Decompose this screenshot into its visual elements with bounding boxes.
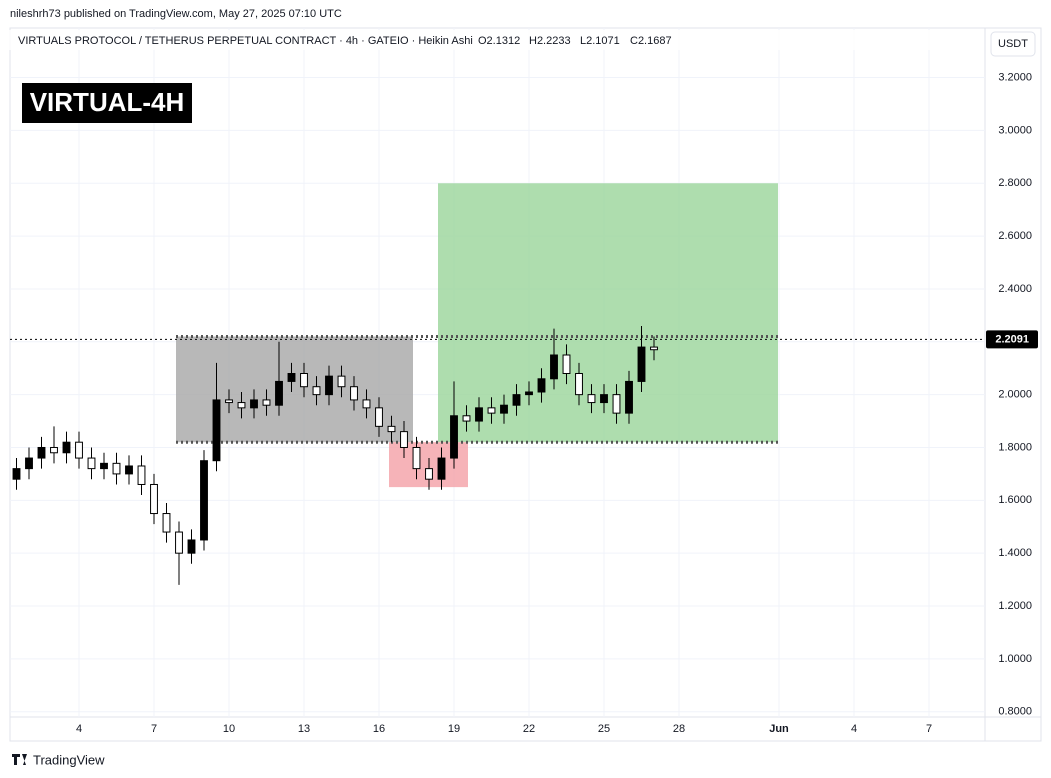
legend-bg <box>0 30 984 50</box>
candle-body <box>400 431 408 448</box>
candle-body <box>487 407 496 414</box>
footer: TradingView <box>33 752 105 767</box>
candle-body <box>112 462 121 475</box>
y-tick-label: 2.4000 <box>998 283 1032 295</box>
x-tick-label: 13 <box>298 723 310 735</box>
candle-body <box>625 380 633 414</box>
candle-body <box>637 346 646 382</box>
candle-body <box>387 425 396 433</box>
candle-body <box>12 468 21 480</box>
candle-body <box>75 441 83 459</box>
candle-body <box>37 446 46 459</box>
candle-body <box>425 468 433 480</box>
candle-body <box>250 399 258 409</box>
candle-body <box>575 373 583 396</box>
y-tick-label: 1.6000 <box>998 494 1032 506</box>
candle-body <box>175 531 183 554</box>
candle-body <box>362 399 371 409</box>
candle-body <box>462 415 471 422</box>
candle-body <box>125 465 133 475</box>
symbol-info: VIRTUALS PROTOCOL / TETHERUS PERPETUAL C… <box>18 35 473 47</box>
x-tick-label: 10 <box>223 723 235 735</box>
candle-body <box>50 446 58 454</box>
candle-body <box>287 373 296 382</box>
chart-frame <box>9 27 1042 742</box>
candle-body <box>512 394 521 406</box>
badge: VIRTUAL-4H <box>30 87 185 117</box>
y-tick-label: 2.0000 <box>998 389 1032 401</box>
ohlc-high: H2.2233 <box>529 35 571 47</box>
candle-body <box>25 457 33 470</box>
candle-body <box>312 386 321 396</box>
y-tick-label: 2.6000 <box>998 230 1032 242</box>
last-price-tag <box>986 330 1038 349</box>
y-tick-label: 1.2000 <box>998 600 1032 612</box>
candle-body <box>337 375 346 388</box>
tv-logo <box>12 754 27 765</box>
ohlc-low: L2.1071 <box>580 35 620 47</box>
y-tick-label: 3.2000 <box>998 71 1032 83</box>
candle-body <box>550 354 558 380</box>
candle-body <box>600 394 608 404</box>
badge-bg <box>22 83 192 123</box>
candle-body <box>562 354 571 374</box>
candle-body <box>137 465 146 485</box>
x-tick-label: 16 <box>373 723 385 735</box>
candle-body <box>237 402 246 409</box>
candle-body <box>325 375 333 396</box>
y-tick-label: 1.4000 <box>998 547 1032 559</box>
candle-body <box>150 483 158 515</box>
candle-body <box>450 415 458 459</box>
currency-button[interactable] <box>990 31 1036 57</box>
x-tick-label: 4 <box>76 723 82 735</box>
candle-body <box>212 399 221 462</box>
candle-body <box>262 399 271 406</box>
candle-body <box>587 394 596 404</box>
y-tick-label: 0.8000 <box>998 706 1032 718</box>
candle-body <box>412 446 421 470</box>
candle-body <box>187 539 196 554</box>
ohlc-close: C2.1687 <box>630 35 672 47</box>
x-tick-label: 19 <box>448 723 460 735</box>
attribution: nileshrh73 published on TradingView.com,… <box>10 8 342 20</box>
candle-body <box>62 441 71 454</box>
x-tick-label: 7 <box>926 723 932 735</box>
candle-body <box>300 373 308 388</box>
y-tick-label: 3.0000 <box>998 124 1032 136</box>
x-tick-label: 28 <box>673 723 685 735</box>
candle-body <box>87 457 96 470</box>
candle-body <box>200 460 208 541</box>
candle-body <box>100 462 108 470</box>
candle-body <box>375 407 383 427</box>
candle-body <box>475 407 483 422</box>
x-tick-label: 7 <box>151 723 157 735</box>
x-tick-label: 25 <box>598 723 610 735</box>
candle-body <box>500 404 508 414</box>
candle-body <box>437 457 446 480</box>
candle-body <box>162 513 171 533</box>
candle-body <box>275 380 283 406</box>
y-tick-label: 1.0000 <box>998 653 1032 665</box>
ohlc-open: O2.1312 <box>478 35 520 47</box>
x-tick-label: 4 <box>851 723 857 735</box>
x-tick-label: Jun <box>769 723 789 735</box>
candle-body <box>650 346 658 351</box>
candle-body <box>525 391 533 396</box>
currency[interactable]: USDT <box>998 38 1028 50</box>
candle-body <box>225 399 233 404</box>
x-tick-label: 22 <box>523 723 535 735</box>
y-tick-label: 2.8000 <box>998 177 1032 189</box>
candle-body <box>612 394 621 414</box>
zone <box>438 183 778 443</box>
candle-body <box>350 386 358 401</box>
candle-body <box>537 378 546 393</box>
last-price-label: 2.2091 <box>995 333 1029 345</box>
y-tick-label: 1.8000 <box>998 441 1032 453</box>
